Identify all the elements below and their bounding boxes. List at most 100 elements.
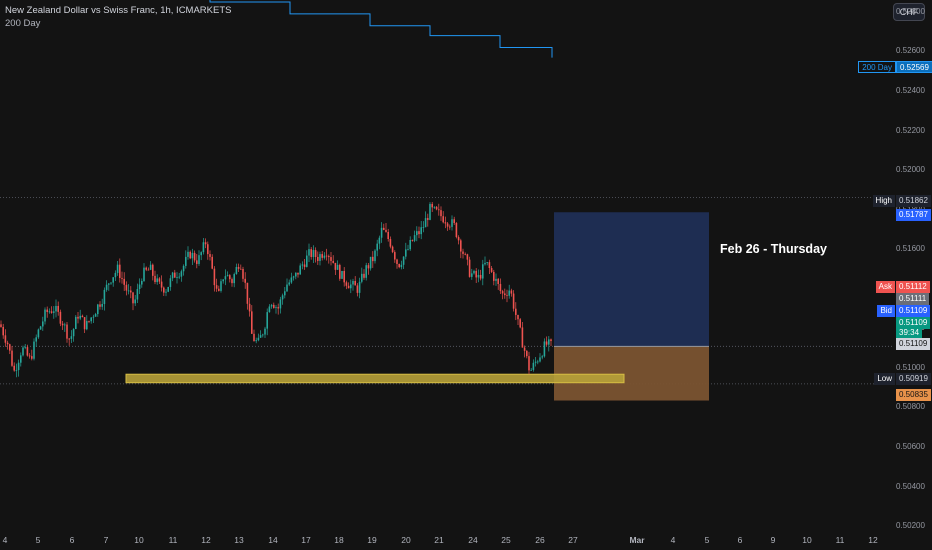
- candle[interactable]: [460, 238, 462, 259]
- candle[interactable]: [433, 206, 436, 209]
- candle[interactable]: [422, 221, 425, 233]
- candle[interactable]: [343, 267, 345, 287]
- candle[interactable]: [119, 258, 121, 283]
- candle[interactable]: [55, 299, 57, 318]
- candle[interactable]: [504, 288, 506, 299]
- candle[interactable]: [519, 318, 521, 329]
- candle[interactable]: [26, 344, 29, 357]
- chart-annotation[interactable]: Feb 26 - Thursday: [720, 242, 827, 256]
- candle[interactable]: [394, 250, 396, 263]
- candle[interactable]: [413, 230, 416, 243]
- candle[interactable]: [328, 254, 330, 264]
- candle[interactable]: [273, 302, 275, 309]
- candle[interactable]: [187, 246, 189, 260]
- candle[interactable]: [198, 250, 200, 266]
- candle[interactable]: [213, 266, 216, 292]
- candle[interactable]: [380, 222, 383, 243]
- stop-zone[interactable]: [554, 346, 709, 401]
- candle[interactable]: [68, 338, 70, 346]
- candle[interactable]: [402, 256, 405, 269]
- candle[interactable]: [510, 288, 513, 297]
- candle[interactable]: [130, 286, 132, 299]
- candle[interactable]: [420, 220, 422, 240]
- candle[interactable]: [189, 250, 191, 260]
- candle[interactable]: [508, 284, 510, 299]
- candle[interactable]: [534, 356, 537, 367]
- candle[interactable]: [180, 269, 183, 282]
- candle[interactable]: [321, 250, 323, 261]
- candle[interactable]: [314, 247, 317, 263]
- candle[interactable]: [332, 255, 334, 264]
- candle[interactable]: [339, 263, 341, 281]
- candle[interactable]: [152, 263, 154, 281]
- candle[interactable]: [28, 353, 31, 359]
- candle[interactable]: [72, 328, 75, 342]
- candle[interactable]: [506, 289, 508, 303]
- candle[interactable]: [79, 309, 81, 321]
- candle[interactable]: [57, 301, 59, 316]
- candle[interactable]: [259, 330, 262, 338]
- candle[interactable]: [424, 211, 427, 228]
- candle[interactable]: [253, 329, 255, 342]
- candle[interactable]: [90, 317, 92, 324]
- candle[interactable]: [112, 277, 114, 287]
- candle[interactable]: [526, 350, 528, 359]
- candle[interactable]: [281, 293, 284, 305]
- candle[interactable]: [147, 267, 150, 271]
- candle[interactable]: [409, 236, 411, 251]
- candle[interactable]: [22, 345, 24, 357]
- candle[interactable]: [288, 279, 290, 287]
- candle[interactable]: [528, 351, 530, 375]
- candle[interactable]: [207, 241, 209, 260]
- candle[interactable]: [178, 272, 180, 280]
- candle[interactable]: [347, 282, 350, 289]
- candle[interactable]: [444, 216, 447, 229]
- candle[interactable]: [242, 266, 244, 282]
- candle[interactable]: [451, 215, 453, 231]
- candle[interactable]: [383, 223, 385, 231]
- candle[interactable]: [369, 256, 372, 271]
- candle[interactable]: [541, 354, 543, 360]
- candle[interactable]: [429, 202, 431, 221]
- candle[interactable]: [407, 244, 409, 251]
- candle[interactable]: [136, 283, 139, 303]
- candle[interactable]: [350, 279, 352, 294]
- candle[interactable]: [438, 203, 440, 216]
- candle[interactable]: [83, 316, 86, 333]
- candle[interactable]: [354, 276, 356, 286]
- candle[interactable]: [484, 256, 486, 266]
- candle[interactable]: [319, 251, 321, 266]
- candle[interactable]: [306, 250, 308, 268]
- candle[interactable]: [123, 272, 125, 291]
- candle[interactable]: [317, 251, 319, 265]
- candle[interactable]: [330, 252, 332, 266]
- candle[interactable]: [132, 291, 134, 311]
- candle[interactable]: [103, 287, 106, 311]
- candle[interactable]: [244, 272, 246, 289]
- candle[interactable]: [31, 349, 33, 361]
- candle[interactable]: [88, 320, 90, 324]
- candle[interactable]: [235, 263, 238, 275]
- candle[interactable]: [143, 263, 145, 283]
- candle[interactable]: [0, 320, 2, 328]
- candle[interactable]: [440, 206, 442, 221]
- candle[interactable]: [116, 261, 119, 276]
- candle[interactable]: [209, 250, 211, 261]
- candle[interactable]: [154, 270, 156, 285]
- candle[interactable]: [99, 301, 101, 310]
- candle[interactable]: [453, 216, 455, 225]
- candle[interactable]: [473, 269, 475, 275]
- candle[interactable]: [220, 278, 222, 293]
- candle[interactable]: [101, 298, 103, 310]
- candle[interactable]: [50, 306, 53, 314]
- candle[interactable]: [211, 254, 213, 270]
- candle[interactable]: [270, 303, 273, 309]
- candle[interactable]: [455, 222, 458, 239]
- candle[interactable]: [290, 272, 293, 284]
- candle[interactable]: [17, 359, 20, 377]
- candle[interactable]: [446, 222, 449, 231]
- candle[interactable]: [64, 322, 66, 332]
- candle[interactable]: [127, 284, 130, 295]
- candle[interactable]: [134, 294, 136, 307]
